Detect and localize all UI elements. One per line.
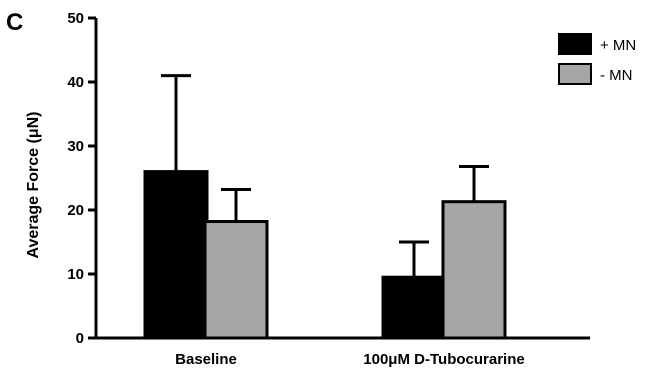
bar-plus-mn [381,275,447,340]
y-tick-label: 50 [67,10,84,27]
y-axis-title: Average Force (μN) [25,111,42,258]
y-tick-label: 0 [76,330,84,347]
legend: + MN - MN [558,33,636,85]
legend-label: - MN [600,67,633,84]
y-tick-label: 40 [67,74,84,91]
legend-swatch [558,63,592,85]
x-tick-labels: Baseline 100μM D-Tubocurarine [175,351,525,368]
bar-minus-mn [203,220,269,340]
y-tick-label: 10 [67,266,84,283]
x-tick-label: 100μM D-Tubocurarine [363,351,524,368]
x-tick-label: Baseline [175,351,237,368]
y-tick-label: 20 [67,202,84,219]
y-tick-label: 30 [67,138,84,155]
error-bars [161,74,489,278]
legend-swatch [558,33,592,55]
y-ticks: 0 10 20 30 40 50 [67,10,96,347]
bar-plus-mn [143,170,209,340]
panel-label: C [6,9,23,36]
legend-label: + MN [600,37,636,54]
bars [143,170,507,340]
bar-minus-mn [441,200,507,340]
